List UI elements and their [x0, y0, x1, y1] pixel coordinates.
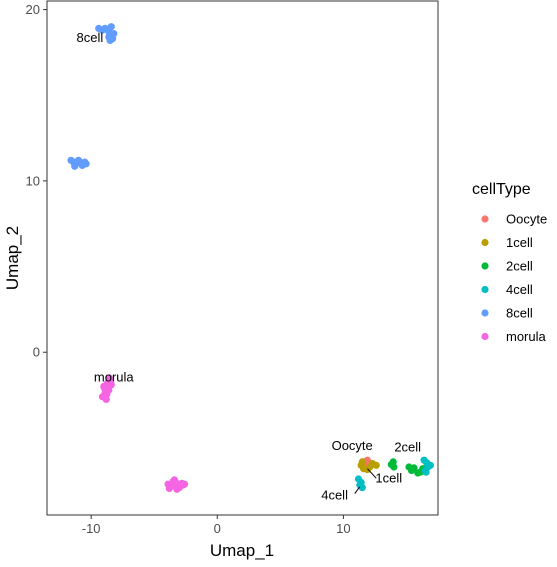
point-morula — [102, 395, 110, 403]
point-8cell — [82, 160, 90, 168]
legend-key-oocyte — [481, 215, 489, 223]
y-axis: 0 10 20 — [26, 2, 47, 360]
point-morula — [103, 390, 111, 398]
legend-label-oocyte: Oocyte — [506, 212, 547, 227]
legend-key-4cell — [481, 285, 489, 294]
legend-label-morula: morula — [506, 329, 547, 344]
point-morula — [170, 476, 178, 484]
connector-1cell — [367, 468, 377, 479]
legend-label-8cell: 8cell — [506, 306, 533, 321]
cluster-label-1cell: 1cell — [375, 470, 402, 485]
legend-key-1cell — [481, 238, 489, 247]
point-8cell — [107, 23, 115, 31]
x-axis: -10 0 10 — [82, 515, 351, 536]
point-1cell — [363, 466, 371, 474]
point-2cell — [410, 464, 418, 472]
point-8cell — [105, 33, 113, 41]
cluster-label-4cell: 4cell — [321, 488, 348, 503]
plot-panel — [46, 0, 439, 516]
x-axis-title: Umap_1 — [210, 541, 274, 560]
legend-label-2cell: 2cell — [506, 259, 533, 274]
cluster-label-oocyte: Oocyte — [332, 438, 373, 453]
connector-4cell — [354, 486, 361, 494]
legend-title: cellType — [472, 181, 531, 198]
point-morula — [105, 374, 113, 382]
legend: cellType Oocyte 1cell 2cell 4cell 8cell morul… — [472, 181, 547, 344]
point-4cell — [356, 481, 364, 489]
point-morula — [165, 484, 173, 492]
point-morula — [173, 485, 181, 493]
x-tick-label: -10 — [82, 521, 101, 536]
cluster-label-8cell: 8cell — [77, 30, 104, 45]
cluster-label-2cell: 2cell — [394, 440, 421, 455]
label-connectors — [354, 468, 377, 494]
point-8cell — [71, 162, 79, 170]
point-morula — [100, 384, 108, 392]
y-axis-title: Umap_2 — [3, 226, 22, 290]
y-tick-label: 20 — [26, 2, 40, 17]
point-4cell — [426, 461, 434, 469]
scatter-points — [67, 23, 434, 493]
legend-key-2cell — [481, 262, 489, 270]
point-morula — [107, 381, 115, 389]
point-8cell — [74, 156, 83, 164]
cluster-label-morula: morula — [94, 369, 135, 384]
point-1cell — [372, 461, 380, 469]
legend-label-4cell: 4cell — [506, 282, 533, 297]
point-1cell — [358, 458, 366, 466]
cluster-labels: 8cell morula Oocyte 2cell 1cell 4cell — [77, 30, 422, 503]
point-2cell — [390, 463, 398, 471]
point-morula — [180, 480, 189, 488]
x-tick-label: 0 — [214, 521, 221, 536]
legend-label-1cell: 1cell — [506, 235, 533, 250]
point-4cell — [422, 468, 430, 476]
legend-key-morula — [481, 332, 489, 341]
x-tick-label: 10 — [336, 521, 350, 536]
legend-key-8cell — [481, 309, 489, 317]
y-tick-label: 0 — [33, 345, 40, 360]
y-tick-label: 10 — [26, 173, 40, 188]
